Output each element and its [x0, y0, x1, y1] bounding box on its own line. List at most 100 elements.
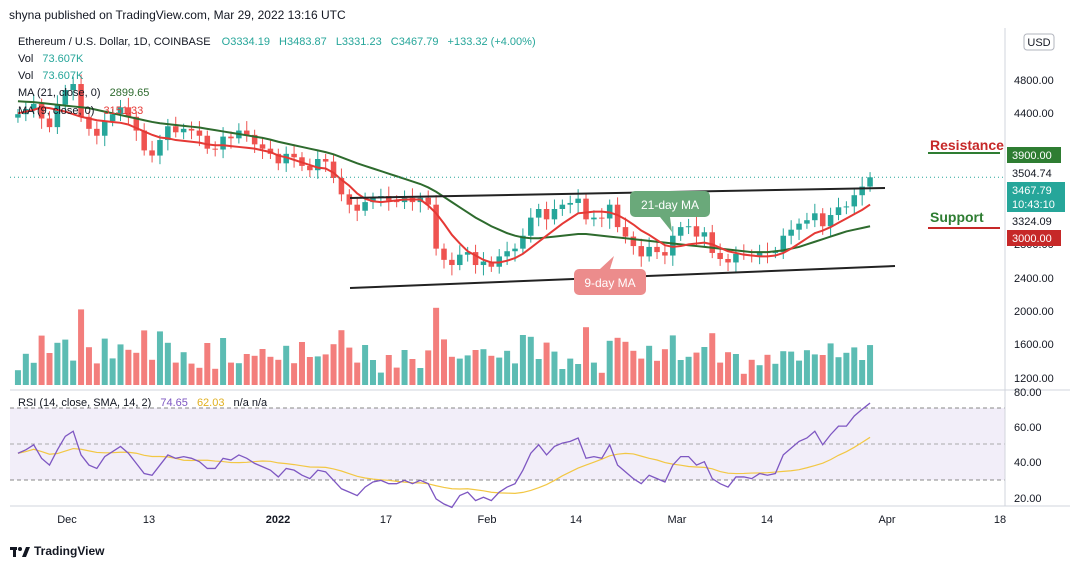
volume-bar	[867, 345, 874, 385]
candle-body	[172, 126, 179, 133]
legend-ma21-label: MA (21, close, 0)	[18, 87, 101, 99]
candle-body	[670, 235, 676, 256]
volume-bar	[669, 335, 676, 385]
legend-ma9-value: 3151.33	[103, 105, 143, 117]
legend-low: L3331.23	[336, 36, 382, 48]
volume-bar	[30, 362, 37, 385]
candle-body	[220, 136, 226, 150]
price-tick: 1600.00	[1014, 339, 1054, 351]
candle-body	[512, 248, 518, 252]
volume-bar	[772, 363, 779, 385]
time-tick: 13	[143, 514, 155, 526]
svg-text:Ethereum / U.S. Dollar, 1D, CO: Ethereum / U.S. Dollar, 1D, COINBASE O33…	[18, 36, 536, 48]
currency-badge[interactable]	[1023, 33, 1055, 51]
volume-bar	[417, 368, 424, 385]
volume-bar	[448, 356, 455, 385]
volume-bar	[38, 335, 45, 385]
candle-body	[70, 84, 76, 91]
volume-bar	[93, 363, 100, 385]
volume-bar	[14, 370, 21, 385]
legend-open: O3334.19	[222, 36, 270, 48]
legend-vol1-label: Vol	[18, 53, 33, 65]
resistance-price-text: 3900.00	[1012, 150, 1052, 162]
s1-price-tag	[1007, 213, 1061, 229]
candle-body	[662, 252, 668, 256]
time-tick: Mar	[668, 514, 687, 526]
candle-body	[457, 254, 463, 266]
candle-body	[30, 103, 37, 110]
candle-body	[717, 252, 723, 259]
volume-bar	[740, 373, 747, 385]
candle-body	[62, 90, 69, 105]
candle-body	[180, 128, 187, 133]
volume-bar	[464, 355, 471, 385]
candle-body	[780, 235, 787, 253]
candle-body	[528, 217, 534, 236]
resistance-price-tag	[1007, 147, 1061, 163]
volume-bar	[851, 347, 858, 385]
volume-bar	[243, 354, 250, 385]
volume-bar	[70, 360, 77, 385]
volume-bar	[583, 327, 590, 385]
countdown-text: 10:43:10	[1012, 199, 1055, 211]
volume-layer	[14, 307, 874, 385]
volume-bar	[661, 349, 668, 385]
volume-bar	[780, 351, 787, 385]
candle-body	[370, 197, 376, 203]
support-label: Support	[930, 209, 984, 225]
volume-bar	[725, 352, 732, 385]
legend-rsi-na: n/a n/a	[234, 397, 269, 409]
candle-body	[583, 198, 589, 220]
volume-bar	[496, 357, 503, 385]
candle-body	[812, 213, 818, 221]
volume-bar	[638, 358, 645, 385]
volume-bar	[764, 354, 771, 385]
tradingview-brand: TradingView	[34, 544, 105, 558]
volume-bar	[235, 363, 242, 385]
volume-bar	[543, 342, 550, 385]
r1-price-text: 3504.74	[1012, 168, 1052, 180]
candle-body	[196, 130, 203, 136]
candle-body	[109, 114, 116, 122]
svg-text:Vol 73.607K: Vol 73.607K	[18, 70, 84, 82]
price-axis[interactable]: USD 4800.00 4400.00 2800.00 2400.00 2000…	[1007, 33, 1065, 385]
tradingview-logo[interactable]: TradingView	[10, 544, 104, 558]
ma21-callout: 21-day MA	[630, 191, 710, 232]
volume-bar	[227, 362, 234, 385]
candle-body	[677, 227, 684, 236]
rsi-axis[interactable]: 80.00 60.00 40.00 20.00	[1014, 387, 1042, 505]
volume-bar	[488, 355, 495, 385]
ma21-callout-text: 21-day MA	[641, 198, 699, 212]
candle-body	[133, 116, 140, 131]
upper-trendline	[349, 187, 886, 199]
volume-bar	[180, 352, 187, 385]
volume-bar	[291, 363, 298, 385]
legend-vol1-value: 73.607K	[42, 53, 84, 65]
chart-frame[interactable]: 21-day MA 9-day MA Resistance Support Et…	[10, 28, 1070, 538]
volume-bar	[322, 354, 329, 385]
volume-bar	[164, 342, 171, 385]
time-tick: Feb	[478, 514, 497, 526]
volume-bar	[654, 360, 661, 385]
current-price-tag	[1007, 182, 1065, 212]
legend-rsi-sma: 62.03	[197, 397, 225, 409]
candle-body	[362, 202, 368, 211]
volume-bar	[748, 359, 755, 385]
candle-body	[685, 226, 692, 228]
candle-body	[157, 140, 163, 156]
volume-bar	[819, 355, 826, 385]
candle-body	[567, 202, 573, 205]
candle-body	[188, 128, 195, 131]
legend-vol2-value: 73.607K	[42, 70, 84, 82]
volume-bar	[141, 330, 148, 385]
volume-bar	[567, 358, 574, 385]
volume-bar	[504, 350, 511, 385]
time-axis[interactable]: Dec 13 2022 17 Feb 14 Mar 14 Apr 18	[57, 514, 1006, 526]
price-tick: 2400.00	[1014, 273, 1054, 285]
volume-bar	[425, 350, 432, 385]
price-chart[interactable]: 21-day MA 9-day MA Resistance Support Et…	[10, 28, 1070, 538]
volume-bar	[441, 339, 447, 385]
candle-body	[330, 161, 337, 178]
volume-bar	[251, 355, 258, 385]
r1-price-tag	[1007, 165, 1061, 181]
